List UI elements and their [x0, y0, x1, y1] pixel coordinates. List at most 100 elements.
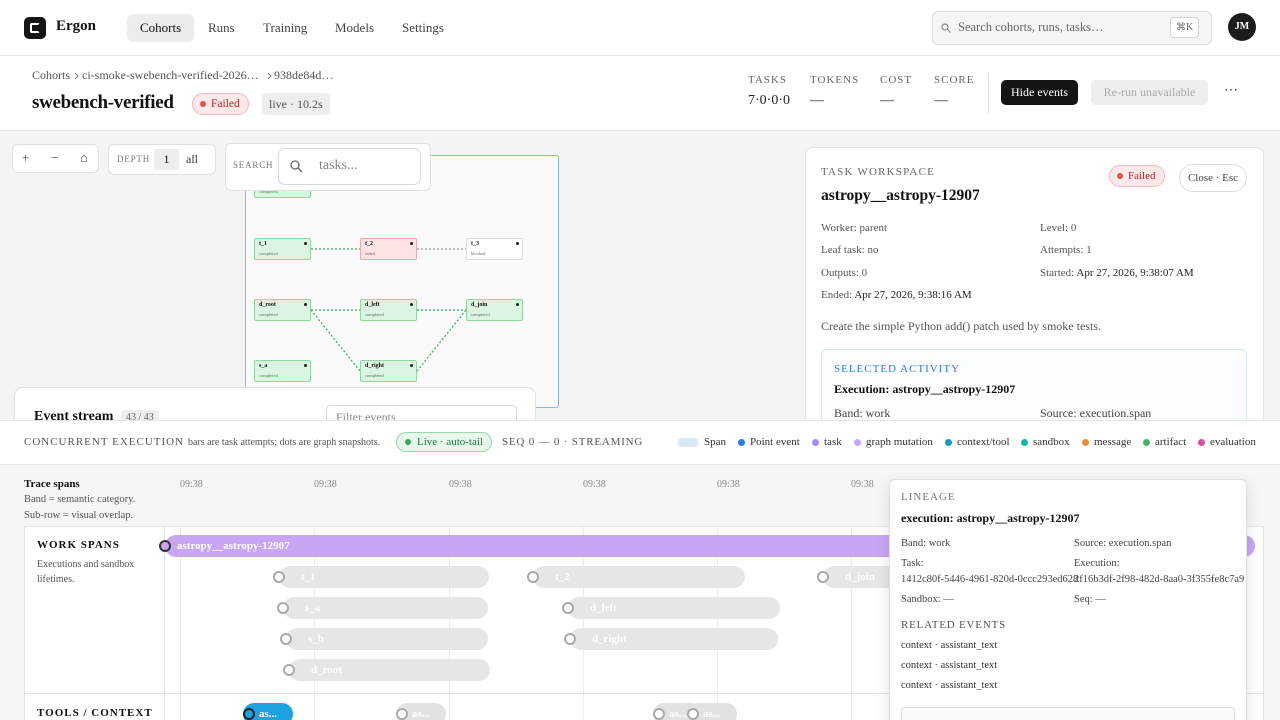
node-name: d_left [365, 302, 380, 308]
status-badge: Failed [192, 93, 249, 115]
workspace-description: Create the simple Python add() patch use… [821, 319, 1101, 333]
node-status: completed [259, 189, 278, 194]
field: Worker: parent [821, 222, 887, 234]
workspace-title: astropy__astropy-12907 [821, 187, 980, 204]
breadcrumb[interactable]: 938de84d… [274, 68, 334, 82]
nav-tab[interactable]: Runs [208, 20, 235, 35]
divider [988, 73, 989, 113]
page-title: swebench-verified [32, 92, 174, 113]
concurrent-note: bars are task attempts; dots are graph s… [188, 437, 381, 448]
legend-swatch [945, 439, 952, 446]
field: Outputs: 0 [821, 267, 867, 279]
legend-swatch [812, 439, 819, 446]
node-dot [410, 364, 413, 367]
graph-node[interactable]: d_root completed [254, 299, 311, 321]
workspace-label: TASK WORKSPACE [821, 166, 936, 178]
depth-all[interactable]: all [186, 152, 198, 166]
graph-node[interactable]: t_3 blocked [466, 238, 523, 260]
lineage-label: LINEAGE [901, 491, 956, 503]
breadcrumb[interactable]: ci-smoke-swebench-verified-2026… [82, 68, 259, 82]
span-bar[interactable]: as... [396, 703, 446, 720]
legend-label: artifact [1155, 436, 1187, 448]
graph-node[interactable]: d_right completed [360, 360, 417, 382]
icon [290, 160, 303, 173]
depth-label: DEPTH [117, 154, 150, 164]
breadcrumb[interactable]: Cohorts [32, 68, 71, 82]
stat-label: TASKS [748, 74, 787, 86]
icon [74, 72, 79, 80]
lane-title: TOOLS / CONTEXT [37, 707, 153, 719]
nav-tab[interactable]: Cohorts [127, 14, 195, 42]
legend-swatch [1082, 439, 1089, 446]
span-bar[interactable]: d_left [568, 597, 780, 619]
graph-node[interactable]: d_left completed [360, 299, 417, 321]
time-tick: 09:38 [180, 479, 203, 490]
field-label: Band: [901, 538, 927, 549]
nav-tab[interactable]: Models [335, 20, 374, 35]
node-status: completed [259, 312, 278, 317]
button-more[interactable]: ⋯ [1224, 83, 1238, 98]
graph-node[interactable]: s_a completed [254, 360, 311, 382]
legend-label: Point event [750, 436, 800, 448]
span-start [283, 664, 295, 676]
node-dot [516, 303, 519, 306]
field: Started: Apr 27, 2026, 9:38:07 AM [1040, 267, 1194, 279]
zoom-button[interactable]: − [51, 150, 59, 165]
span-bar[interactable]: as... [243, 703, 293, 720]
span-bar[interactable]: d_right [570, 628, 778, 650]
lane-title: WORK SPANS [37, 539, 120, 551]
span-start [159, 540, 171, 552]
related-event[interactable]: context · assistant_text [901, 660, 998, 671]
graph-search-label: SEARCH [233, 160, 274, 170]
zoom-button[interactable]: + [22, 150, 30, 165]
popup-button[interactable] [901, 707, 1235, 720]
node-name: t_3 [471, 241, 479, 247]
span-bar[interactable]: t_1 [279, 566, 489, 588]
legend-swatch [1021, 439, 1028, 446]
search-box[interactable] [932, 11, 1212, 45]
node-dot [410, 303, 413, 306]
zoom-button[interactable]: ⌂ [80, 150, 88, 165]
span-bar[interactable]: as... [687, 703, 737, 720]
span-start [653, 708, 665, 720]
nav-tab[interactable]: Settings [402, 20, 444, 35]
depth-value[interactable]: 1 [154, 149, 179, 170]
span-start [243, 708, 255, 720]
span-start [280, 633, 292, 645]
graph-search-input[interactable] [278, 148, 421, 185]
field-label: Source: [1074, 538, 1107, 549]
legend-label: evaluation [1210, 436, 1256, 448]
graph-node[interactable]: t_2 failed [360, 238, 417, 260]
graph-node[interactable]: t_1 completed [254, 238, 311, 260]
avatar[interactable]: JM [1228, 13, 1256, 41]
field-label: Sandbox: [901, 594, 941, 605]
concurrent-title: CONCURRENT EXECUTION [24, 436, 185, 448]
related-event[interactable]: context · assistant_text [901, 680, 998, 691]
close-button[interactable]: Close · Esc [1179, 164, 1247, 192]
button-primary[interactable]: Hide events [1001, 80, 1078, 105]
node-dot [304, 242, 307, 245]
field-value: 2f16b3df-2f98-482d-8aa0-3f355fe8c7a9 [1074, 574, 1245, 585]
node-dot [304, 364, 307, 367]
span-bar[interactable]: s_a [283, 597, 488, 619]
related-event[interactable]: context · assistant_text [901, 640, 998, 651]
search-icon [290, 160, 300, 170]
graph-node[interactable]: d_join completed [466, 299, 523, 321]
field-value: — [1095, 594, 1106, 605]
stat-value: — [880, 93, 894, 108]
timeline-note: Sub-row = visual overlap. [24, 510, 134, 521]
span-start [687, 708, 699, 720]
span-bar[interactable]: t_2 [533, 566, 745, 588]
span-bar[interactable]: s_b [286, 628, 488, 650]
nav-tab[interactable]: Training [263, 20, 308, 35]
span-bar[interactable]: d_root [289, 659, 490, 681]
breadcrumb-chevron [74, 72, 79, 80]
span-start [817, 571, 829, 583]
span-start [564, 633, 576, 645]
field-value: 1 [1086, 244, 1092, 256]
icon [267, 72, 272, 80]
graph-edge [416, 309, 467, 372]
span-start [562, 602, 574, 614]
node-name: s_a [259, 363, 268, 369]
